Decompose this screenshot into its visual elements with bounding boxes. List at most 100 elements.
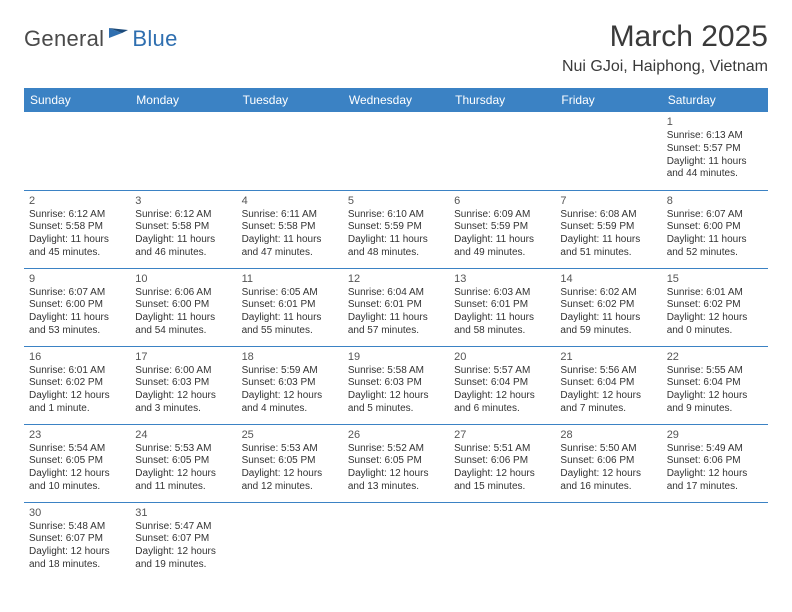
sunset-line: Sunset: 6:03 PM: [348, 377, 444, 390]
sunset-line: Sunset: 6:05 PM: [29, 455, 125, 468]
sunset-line: Sunset: 6:02 PM: [560, 299, 656, 312]
calendar-cell: 1Sunrise: 6:13 AMSunset: 5:57 PMDaylight…: [662, 112, 768, 190]
daylight-line: Daylight: 12 hours and 15 minutes.: [454, 468, 550, 494]
weekday-header-row: Sunday Monday Tuesday Wednesday Thursday…: [24, 88, 768, 112]
sunset-line: Sunset: 6:00 PM: [29, 299, 125, 312]
daylight-line: Daylight: 11 hours and 51 minutes.: [560, 234, 656, 260]
calendar-cell: 16Sunrise: 6:01 AMSunset: 6:02 PMDayligh…: [24, 346, 130, 424]
day-number: 22: [667, 350, 763, 364]
day-number: 10: [135, 272, 231, 286]
calendar-cell-empty: [343, 502, 449, 580]
calendar-cell: 31Sunrise: 5:47 AMSunset: 6:07 PMDayligh…: [130, 502, 236, 580]
daylight-line: Daylight: 12 hours and 10 minutes.: [29, 468, 125, 494]
sunrise-line: Sunrise: 6:09 AM: [454, 209, 550, 222]
day-number: 23: [29, 428, 125, 442]
calendar-cell-empty: [662, 502, 768, 580]
daylight-line: Daylight: 11 hours and 54 minutes.: [135, 312, 231, 338]
daylight-line: Daylight: 11 hours and 48 minutes.: [348, 234, 444, 260]
daylight-line: Daylight: 12 hours and 13 minutes.: [348, 468, 444, 494]
day-number: 3: [135, 194, 231, 208]
day-number: 1: [667, 115, 763, 129]
day-number: 18: [242, 350, 338, 364]
sunrise-line: Sunrise: 6:01 AM: [29, 365, 125, 378]
sunset-line: Sunset: 6:03 PM: [242, 377, 338, 390]
day-number: 24: [135, 428, 231, 442]
daylight-line: Daylight: 11 hours and 57 minutes.: [348, 312, 444, 338]
sunrise-line: Sunrise: 5:54 AM: [29, 443, 125, 456]
logo-text-general: General: [24, 26, 104, 52]
day-number: 29: [667, 428, 763, 442]
day-number: 15: [667, 272, 763, 286]
daylight-line: Daylight: 12 hours and 18 minutes.: [29, 546, 125, 572]
sunset-line: Sunset: 6:05 PM: [348, 455, 444, 468]
daylight-line: Daylight: 11 hours and 53 minutes.: [29, 312, 125, 338]
calendar-cell: 19Sunrise: 5:58 AMSunset: 6:03 PMDayligh…: [343, 346, 449, 424]
weekday-header: Thursday: [449, 88, 555, 112]
calendar-row: 1Sunrise: 6:13 AMSunset: 5:57 PMDaylight…: [24, 112, 768, 190]
sunrise-line: Sunrise: 5:56 AM: [560, 365, 656, 378]
calendar-cell-empty: [237, 112, 343, 190]
daylight-line: Daylight: 12 hours and 4 minutes.: [242, 390, 338, 416]
sunrise-line: Sunrise: 5:52 AM: [348, 443, 444, 456]
calendar-cell: 21Sunrise: 5:56 AMSunset: 6:04 PMDayligh…: [555, 346, 661, 424]
sunrise-line: Sunrise: 5:50 AM: [560, 443, 656, 456]
sunrise-line: Sunrise: 5:51 AM: [454, 443, 550, 456]
calendar-cell: 12Sunrise: 6:04 AMSunset: 6:01 PMDayligh…: [343, 268, 449, 346]
calendar-row: 16Sunrise: 6:01 AMSunset: 6:02 PMDayligh…: [24, 346, 768, 424]
logo-flag-icon: [108, 27, 130, 45]
sunrise-line: Sunrise: 5:47 AM: [135, 521, 231, 534]
calendar-cell: 30Sunrise: 5:48 AMSunset: 6:07 PMDayligh…: [24, 502, 130, 580]
sunrise-line: Sunrise: 5:55 AM: [667, 365, 763, 378]
sunset-line: Sunset: 5:57 PM: [667, 143, 763, 156]
calendar-cell: 17Sunrise: 6:00 AMSunset: 6:03 PMDayligh…: [130, 346, 236, 424]
sunset-line: Sunset: 6:04 PM: [454, 377, 550, 390]
sunset-line: Sunset: 6:04 PM: [560, 377, 656, 390]
header: General Blue March 2025 Nui GJoi, Haipho…: [24, 20, 768, 76]
daylight-line: Daylight: 12 hours and 9 minutes.: [667, 390, 763, 416]
calendar-cell: 7Sunrise: 6:08 AMSunset: 5:59 PMDaylight…: [555, 190, 661, 268]
sunrise-line: Sunrise: 6:13 AM: [667, 130, 763, 143]
sunrise-line: Sunrise: 6:01 AM: [667, 287, 763, 300]
day-number: 20: [454, 350, 550, 364]
sunrise-line: Sunrise: 5:53 AM: [242, 443, 338, 456]
day-number: 8: [667, 194, 763, 208]
calendar-row: 30Sunrise: 5:48 AMSunset: 6:07 PMDayligh…: [24, 502, 768, 580]
day-number: 9: [29, 272, 125, 286]
weekday-header: Sunday: [24, 88, 130, 112]
sunrise-line: Sunrise: 6:05 AM: [242, 287, 338, 300]
calendar-cell: 11Sunrise: 6:05 AMSunset: 6:01 PMDayligh…: [237, 268, 343, 346]
day-number: 7: [560, 194, 656, 208]
daylight-line: Daylight: 11 hours and 45 minutes.: [29, 234, 125, 260]
calendar-cell: 23Sunrise: 5:54 AMSunset: 6:05 PMDayligh…: [24, 424, 130, 502]
sunset-line: Sunset: 5:59 PM: [560, 221, 656, 234]
sunrise-line: Sunrise: 5:48 AM: [29, 521, 125, 534]
sunrise-line: Sunrise: 5:53 AM: [135, 443, 231, 456]
day-number: 13: [454, 272, 550, 286]
sunrise-line: Sunrise: 6:10 AM: [348, 209, 444, 222]
day-number: 6: [454, 194, 550, 208]
day-number: 2: [29, 194, 125, 208]
logo-text-blue: Blue: [132, 26, 177, 52]
sunrise-line: Sunrise: 6:11 AM: [242, 209, 338, 222]
daylight-line: Daylight: 11 hours and 49 minutes.: [454, 234, 550, 260]
daylight-line: Daylight: 11 hours and 52 minutes.: [667, 234, 763, 260]
sunrise-line: Sunrise: 6:12 AM: [135, 209, 231, 222]
daylight-line: Daylight: 12 hours and 1 minute.: [29, 390, 125, 416]
day-number: 5: [348, 194, 444, 208]
calendar-cell-empty: [130, 112, 236, 190]
daylight-line: Daylight: 12 hours and 19 minutes.: [135, 546, 231, 572]
sunrise-line: Sunrise: 6:07 AM: [667, 209, 763, 222]
sunset-line: Sunset: 6:04 PM: [667, 377, 763, 390]
day-number: 27: [454, 428, 550, 442]
weekday-header: Wednesday: [343, 88, 449, 112]
sunset-line: Sunset: 5:58 PM: [29, 221, 125, 234]
day-number: 11: [242, 272, 338, 286]
calendar-cell: 5Sunrise: 6:10 AMSunset: 5:59 PMDaylight…: [343, 190, 449, 268]
day-number: 28: [560, 428, 656, 442]
calendar-cell: 10Sunrise: 6:06 AMSunset: 6:00 PMDayligh…: [130, 268, 236, 346]
sunset-line: Sunset: 5:58 PM: [242, 221, 338, 234]
calendar-cell: 25Sunrise: 5:53 AMSunset: 6:05 PMDayligh…: [237, 424, 343, 502]
day-number: 16: [29, 350, 125, 364]
sunrise-line: Sunrise: 6:03 AM: [454, 287, 550, 300]
sunset-line: Sunset: 6:02 PM: [667, 299, 763, 312]
